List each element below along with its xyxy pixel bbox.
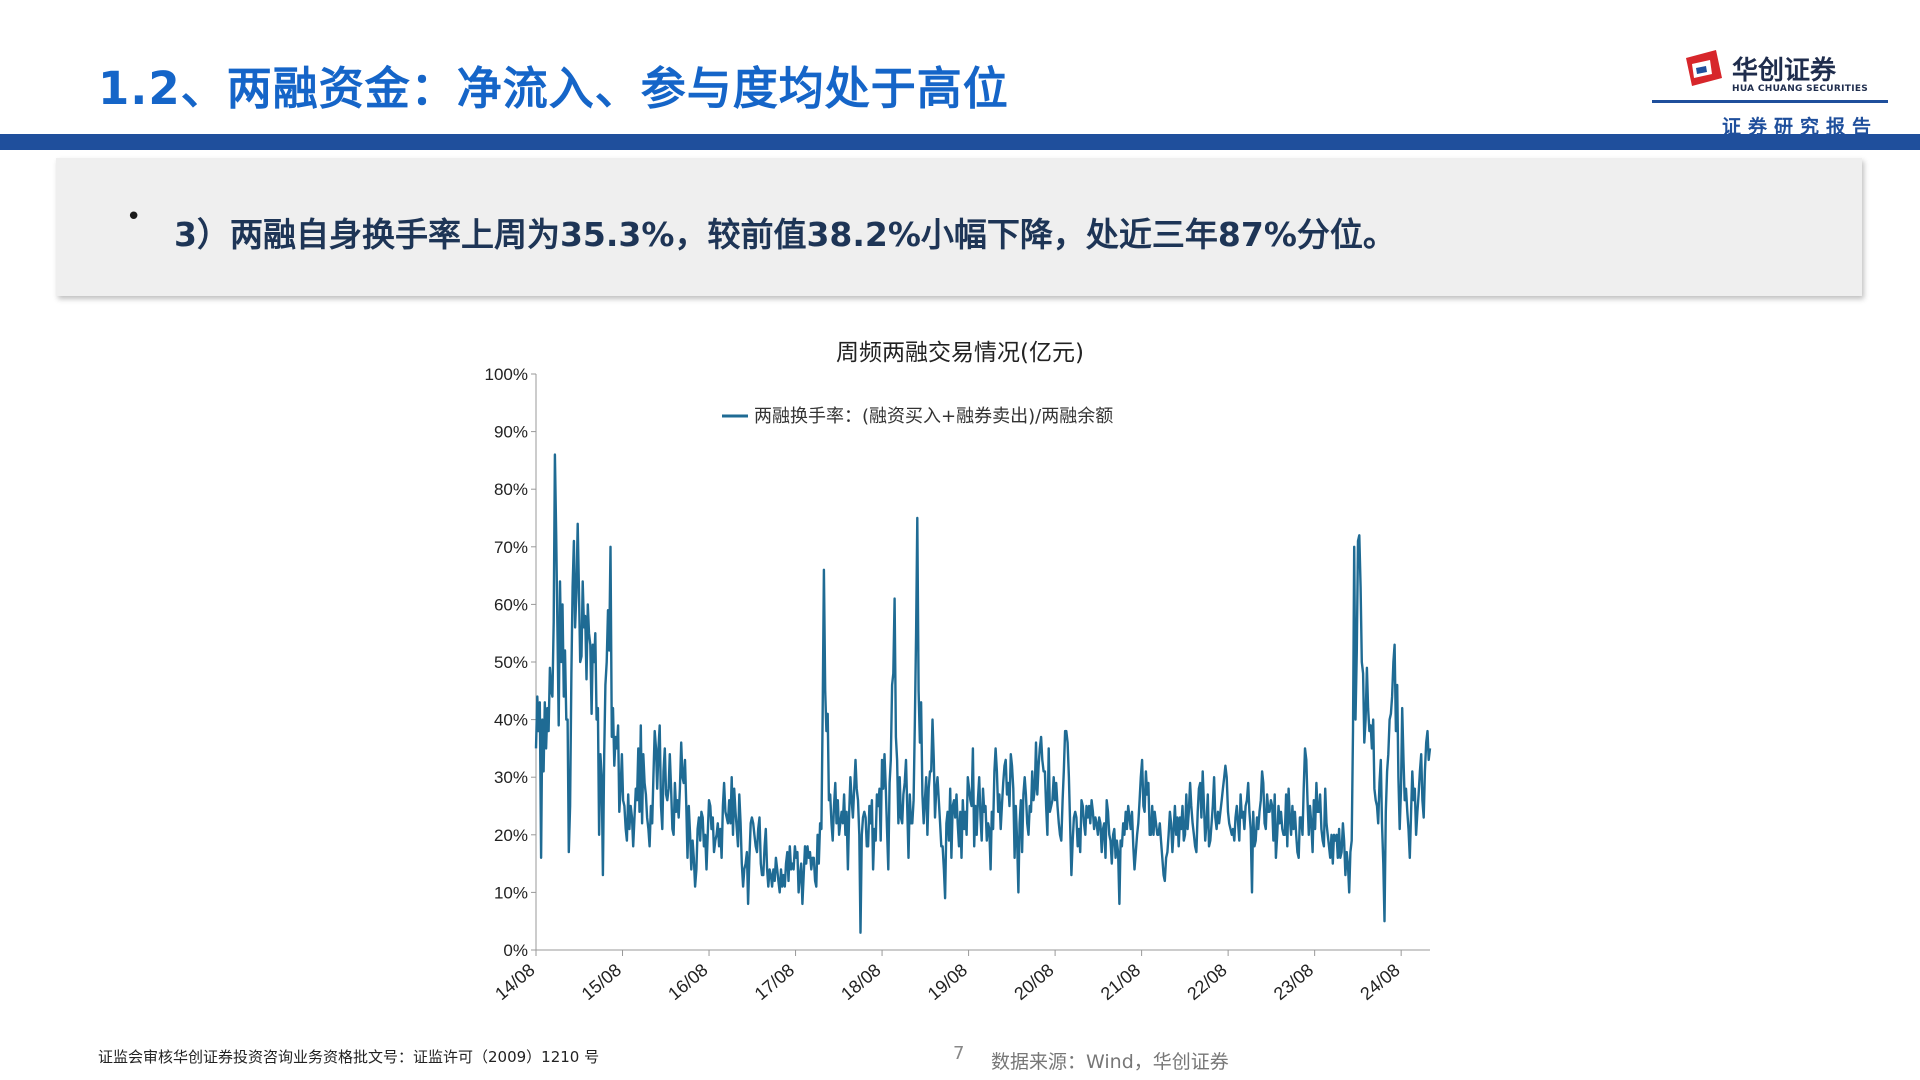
x-tick-label: 21/08: [1097, 960, 1144, 1004]
page-title: 1.2、两融资金：净流入、参与度均处于高位: [98, 62, 1009, 115]
legend-label: 两融换手率：(融资买入+融券卖出)/两融余额: [754, 406, 1113, 427]
y-tick-label: 20%: [494, 826, 528, 845]
brand-name: 华创证券: [1732, 56, 1837, 86]
y-tick-label: 0%: [503, 941, 528, 960]
y-tick-label: 40%: [494, 711, 528, 730]
x-tick-label: 20/08: [1010, 960, 1057, 1004]
highlight-box: • 3）两融自身换手率上周为35.3%，较前值38.2%小幅下降，处近三年87%…: [56, 158, 1862, 296]
x-tick-label: 16/08: [664, 960, 711, 1004]
page-number: 7: [953, 1043, 965, 1064]
brand-sub: HUA CHUANG SECURITIES: [1732, 84, 1869, 94]
chart-container: 周频两融交易情况(亿元) 0% 10% 20% 30% 40% 50% 60% 70% 80% 9…: [460, 330, 1460, 1020]
series-line: [534, 453, 1432, 934]
chart-title: 周频两融交易情况(亿元): [836, 340, 1084, 366]
y-axis: 0% 10% 20% 30% 40% 50% 60% 70% 80% 90% 100%: [485, 365, 537, 960]
y-tick-label: 30%: [494, 768, 528, 787]
x-tick-label: 23/08: [1270, 960, 1317, 1004]
report-label: 证券研究报告: [1721, 116, 1878, 138]
highlight-text: 3）两融自身换手率上周为35.3%，较前值38.2%小幅下降，处近三年87%分位…: [174, 215, 1396, 254]
bullet-dot: •: [126, 202, 142, 232]
chart-legend: 两融换手率：(融资买入+融券卖出)/两融余额: [722, 406, 1113, 427]
logo-mark-icon: [1686, 50, 1722, 86]
plot-area: [534, 453, 1432, 934]
x-axis: 14/08 15/08 16/08 17/08 18/08 19/08 20/08 21/08…: [491, 949, 1430, 1004]
x-tick-label: 19/08: [924, 960, 971, 1004]
data-source: 数据来源：Wind，华创证券: [991, 1051, 1229, 1073]
x-tick-label: 18/08: [837, 960, 884, 1004]
y-tick-label: 100%: [485, 365, 528, 384]
x-tick-label: 24/08: [1356, 960, 1403, 1004]
logo-underline: [1652, 100, 1888, 103]
y-tick-label: 10%: [494, 883, 528, 902]
x-tick-label: 17/08: [751, 960, 798, 1004]
turnover-chart: 周频两融交易情况(亿元) 0% 10% 20% 30% 40% 50% 60% 70% 80% 9…: [485, 340, 1432, 1004]
y-tick-label: 80%: [494, 480, 528, 499]
y-tick-label: 70%: [494, 538, 528, 557]
regulatory-footnote: 证监会审核华创证券投资咨询业务资格批文号：证监许可（2009）1210 号: [98, 1048, 600, 1066]
y-tick-label: 50%: [494, 653, 528, 672]
x-tick-label: 22/08: [1183, 960, 1230, 1004]
x-tick-label: 14/08: [491, 960, 538, 1004]
y-tick-label: 90%: [494, 423, 528, 442]
brand-logo: 华创证券 HUA CHUANG SECURITIES 证券研究报告: [1652, 50, 1888, 140]
y-tick-label: 60%: [494, 595, 528, 614]
x-tick-label: 15/08: [578, 960, 625, 1004]
title-rule: [0, 134, 1920, 150]
